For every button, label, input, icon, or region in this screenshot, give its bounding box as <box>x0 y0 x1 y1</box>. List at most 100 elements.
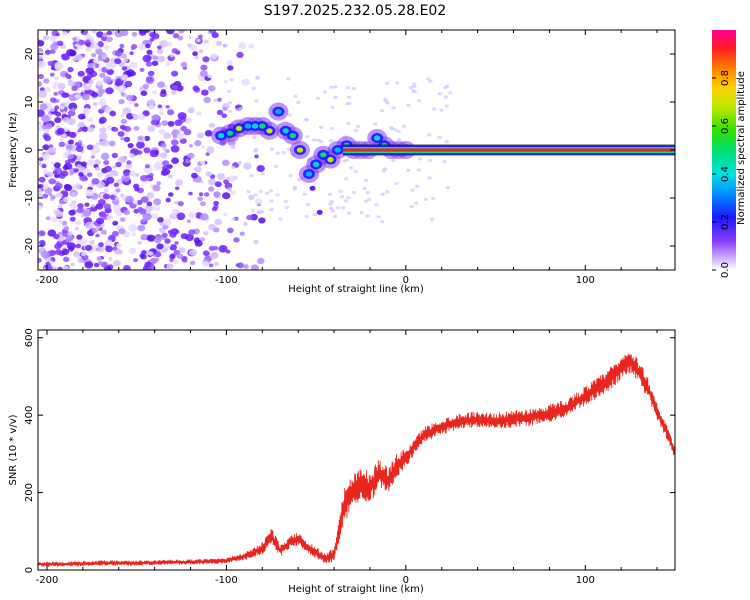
noise-speck <box>254 154 259 159</box>
noise-speck <box>113 209 119 214</box>
noise-speck <box>120 118 128 124</box>
noise-speck <box>96 80 104 87</box>
noise-speck <box>74 94 81 99</box>
noise-speck <box>101 54 108 60</box>
noise-speck <box>97 88 105 95</box>
noise-speck <box>221 159 230 166</box>
noise-speck <box>170 145 180 153</box>
noise-speck <box>92 101 98 107</box>
snr-frame <box>37 329 676 571</box>
faint-speck <box>330 209 336 213</box>
snr-ylabel: SNR (10 * v/v) <box>8 414 19 485</box>
faint-speck <box>359 211 364 215</box>
noise-speck <box>63 256 70 263</box>
noise-speck <box>108 140 116 147</box>
noise-speck <box>61 230 70 238</box>
ridge-peak <box>296 147 304 153</box>
noise-speck <box>64 73 70 77</box>
noise-speck <box>98 40 103 45</box>
faint-speck <box>414 201 419 205</box>
noise-speck <box>91 178 100 185</box>
noise-speck <box>142 83 149 89</box>
faint-speck <box>305 135 310 139</box>
noise-speck <box>85 46 92 52</box>
noise-speck <box>206 146 215 154</box>
noise-speck <box>192 51 199 57</box>
faint-speck <box>408 86 414 90</box>
noise-speck <box>81 93 90 101</box>
noise-speck <box>47 60 54 66</box>
noise-speck <box>167 109 175 116</box>
noise-speck <box>44 86 51 93</box>
noise-speck <box>143 213 152 220</box>
faint-speck <box>427 176 432 180</box>
faint-speck <box>333 95 338 99</box>
spectrogram-xtick-label: 0 <box>403 275 409 286</box>
noise-speck <box>99 127 107 134</box>
noise-speck <box>103 203 112 210</box>
noise-speck <box>172 208 178 213</box>
noise-speck <box>227 227 234 234</box>
noise-speck <box>205 152 210 157</box>
figure-title: S197.2025.232.05.28.E02 <box>264 3 447 19</box>
noise-speck <box>140 175 148 182</box>
noise-speck <box>157 55 166 63</box>
spectrogram-ylabel: Frequency (Hz) <box>8 112 19 188</box>
faint-speck <box>278 217 283 221</box>
faint-speck <box>430 196 436 201</box>
noise-speck <box>196 38 201 43</box>
noise-speck <box>62 165 69 171</box>
noise-speck <box>165 197 171 203</box>
noise-speck <box>94 159 101 166</box>
noise-speck <box>96 31 104 38</box>
noise-speck <box>146 174 151 179</box>
noise-speck <box>160 143 167 149</box>
noise-speck <box>42 35 50 41</box>
faint-speck <box>250 208 256 212</box>
ridge-peak <box>235 125 243 131</box>
noise-speck <box>163 132 172 139</box>
noise-speck <box>104 62 114 70</box>
faint-speck <box>338 189 343 193</box>
spectrogram-xtick-label: -200 <box>36 275 59 286</box>
faint-speck <box>286 77 291 81</box>
faint-speck <box>409 205 414 209</box>
noise-speck <box>55 182 63 189</box>
noise-speck <box>108 257 113 261</box>
noise-speck <box>130 44 138 50</box>
noise-speck <box>137 224 146 232</box>
noise-speck <box>126 160 132 165</box>
colorbar-tick-label: 0.2 <box>720 214 731 230</box>
faint-speck <box>397 137 402 142</box>
noise-speck <box>58 199 65 205</box>
noise-speck <box>169 231 177 238</box>
noise-speck <box>43 78 50 84</box>
noise-speck <box>194 240 203 247</box>
faint-speck <box>249 174 254 178</box>
faint-speck <box>351 86 356 91</box>
faint-speck <box>366 198 372 202</box>
faint-speck <box>412 84 417 88</box>
noise-speck <box>188 229 196 236</box>
noise-speck <box>167 174 173 179</box>
noise-speck <box>198 34 203 39</box>
faint-speck <box>426 133 432 137</box>
faint-speck <box>344 158 350 162</box>
noise-speck <box>80 161 87 167</box>
faint-speck <box>391 106 396 110</box>
faint-speck <box>227 187 233 191</box>
noise-speck <box>173 84 179 90</box>
snr-xlabel: Height of straight line (km) <box>288 584 424 595</box>
snr-series-line <box>38 353 675 567</box>
spectrogram-xlabel: Height of straight line (km) <box>288 284 424 295</box>
noise-speck <box>91 145 101 154</box>
noise-speck <box>61 248 70 255</box>
faint-speck <box>346 121 351 125</box>
noise-speck <box>203 96 211 104</box>
noise-speck <box>124 125 132 132</box>
noise-speck <box>152 204 161 212</box>
noise-speck <box>157 45 162 50</box>
noise-speck <box>80 123 85 128</box>
noise-speck <box>59 137 64 142</box>
noise-speck <box>161 120 169 126</box>
